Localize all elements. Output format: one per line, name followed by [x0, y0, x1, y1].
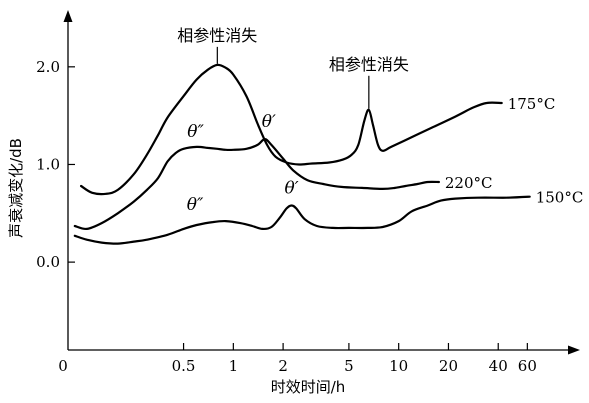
series-line-3: [73, 195, 531, 245]
x-tick-label: 1: [229, 357, 239, 375]
x-axis-label: 时效时间/h: [271, 378, 346, 396]
series-line-2: [73, 138, 440, 231]
x-tick-label: 10: [389, 357, 408, 375]
series-label-3: 150°C: [536, 189, 584, 207]
x-tick-label: 20: [439, 357, 458, 375]
x-axis-arrow: [568, 345, 580, 355]
annotation-theta-prime-lower: θ′: [285, 178, 299, 198]
annotation-peak-175-second: 相参性消失: [329, 55, 409, 74]
y-axis-label: 声衰减变化/dB: [7, 138, 25, 238]
x-tick-label: 2: [278, 357, 288, 375]
annotation-theta-dprime-upper: θ″: [187, 122, 204, 142]
annotation-theta-prime-upper: θ′: [262, 112, 276, 132]
x-tick-label: 5: [344, 357, 354, 375]
y-axis-arrow: [63, 10, 73, 22]
y-tick-label: 2.0: [36, 58, 60, 76]
annotation-theta-dprime-lower: θ″: [187, 195, 204, 215]
curves: [73, 63, 531, 245]
x-origin-label: 0: [58, 357, 68, 375]
y-ticks: 0.0 1.0 2.0: [36, 58, 75, 271]
series-label-2: 220°C: [445, 174, 493, 192]
series-label-1: 175°C: [508, 95, 556, 113]
series-line-1: [80, 63, 503, 196]
x-ticks: 0.5 1 2 5 10 20 40 60: [172, 343, 537, 375]
x-tick-label: 40: [489, 357, 508, 375]
x-tick-label: 60: [518, 357, 537, 375]
y-tick-label: 1.0: [36, 155, 60, 173]
x-tick-label: 0.5: [172, 357, 196, 375]
annotation-peak-175-main: 相参性消失: [177, 26, 257, 45]
y-tick-label: 0.0: [36, 253, 60, 271]
